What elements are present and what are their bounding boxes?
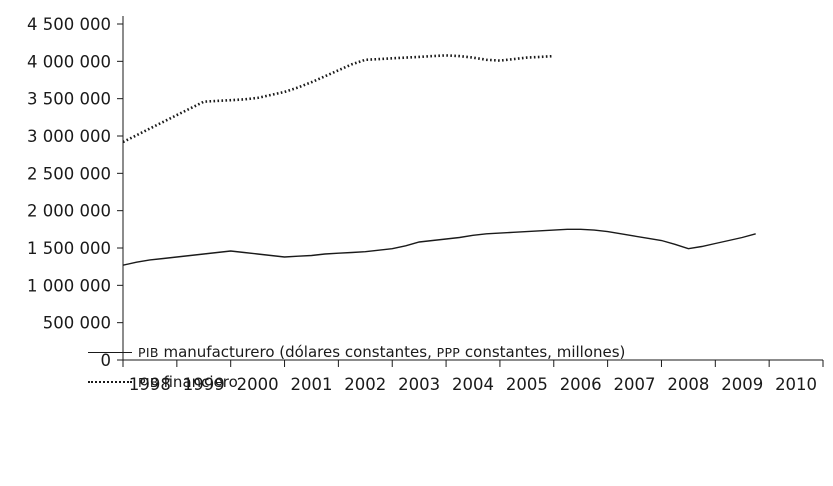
series-line-financial [122, 54, 554, 144]
y-tick-label: 4 500 000 [27, 15, 111, 34]
y-tick-label: 1 000 000 [27, 276, 111, 295]
x-tick-label: 2005 [506, 375, 548, 394]
y-tick-label: 3 000 000 [27, 127, 111, 146]
x-tick-label: 2001 [290, 375, 332, 394]
x-tick-label: 1998 [129, 375, 171, 394]
x-tick-label: 2002 [344, 375, 386, 394]
x-tick-label: 2004 [452, 375, 494, 394]
x-tick-label: 2003 [398, 375, 440, 394]
y-tick-label: 1 500 000 [27, 239, 111, 258]
y-tick-label: 4 000 000 [27, 52, 111, 71]
legend-text-financial: financiero [163, 373, 238, 391]
x-tick-label: 1999 [183, 375, 225, 394]
y-tick-label: 500 000 [43, 314, 111, 333]
legend-suffix-manufacturing: constantes, millones) [464, 343, 626, 361]
legend-ppp: PPP [436, 344, 461, 360]
legend-prefix-pib-financial: PIB [138, 374, 159, 390]
y-tick-label: 2 000 000 [27, 202, 111, 221]
series-line-manufacturing [122, 228, 756, 266]
x-tick-label: 2006 [560, 375, 602, 394]
legend-swatch-dotted [88, 381, 132, 383]
y-tick-label: 0 [101, 351, 112, 370]
x-tick-label: 2008 [667, 375, 709, 394]
y-tick-label: 2 500 000 [27, 164, 111, 183]
legend-text-manufacturing: manufacturero (dólares constantes, [163, 343, 432, 361]
x-tick-label: 2007 [614, 375, 656, 394]
legend-manufacturing: PIB manufacturero (dólares constantes, P… [88, 343, 625, 361]
x-tick-label: 2009 [721, 375, 763, 394]
x-tick-label: 2000 [237, 375, 279, 394]
legend-swatch-solid [88, 351, 132, 353]
legend-financial: PIB financiero [88, 373, 238, 391]
x-tick-label: 2010 [775, 375, 817, 394]
y-tick-label: 3 500 000 [27, 90, 111, 109]
legend-prefix-pib: PIB [138, 344, 159, 360]
